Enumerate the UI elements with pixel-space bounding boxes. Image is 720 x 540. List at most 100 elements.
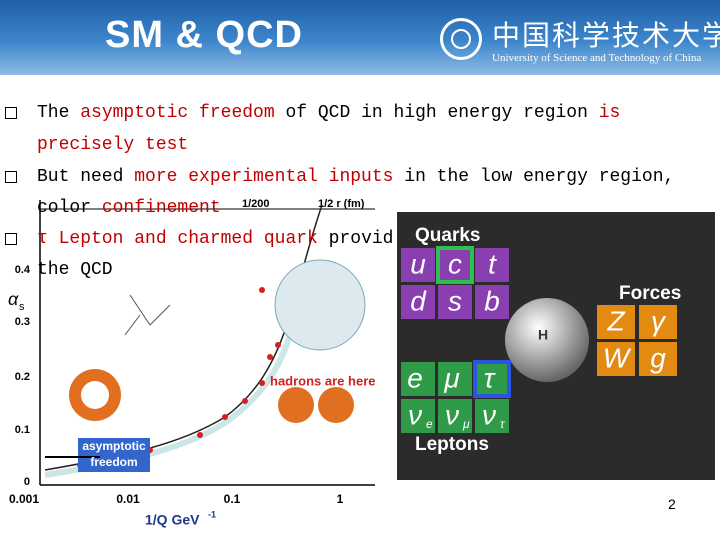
quark-tile [475, 285, 509, 319]
shape [197, 432, 203, 438]
force-symbol: Z [606, 305, 625, 336]
quark-tile [436, 246, 474, 284]
group-title: Forces [619, 283, 681, 304]
page-number: 2 [668, 496, 676, 512]
quark-symbol: c [448, 248, 462, 279]
group-title: Leptons [415, 434, 489, 455]
text-run: color [37, 198, 102, 218]
lepton-tile [473, 360, 511, 398]
header-band: SM & QCD 中国科学技术大学 University of Science … [0, 0, 720, 75]
annotation: asymptotic [82, 439, 146, 453]
x-tick-label: 1 [337, 492, 344, 506]
lepton-subscript: μ [462, 417, 470, 431]
y-tick-label: 0 [24, 476, 30, 488]
annotation-box [78, 438, 150, 472]
lepton-subscript: τ [500, 417, 506, 431]
lepton-tile [438, 399, 472, 433]
slide-title: SM & QCD [105, 14, 303, 56]
text-run: of QCD in high energy region [274, 103, 599, 123]
text-run: τ Lepton and charmed quark [37, 229, 318, 249]
text-run: is [598, 103, 621, 123]
bullet-line: The asymptotic freedom of QCD in high en… [37, 102, 620, 124]
bullet-line: precisely test [37, 134, 188, 156]
quark-symbol: d [410, 285, 427, 316]
lepton-tile [401, 399, 435, 433]
lepton-symbol: μ [443, 362, 459, 393]
force-symbol: g [650, 342, 666, 373]
y-tick-label: 0.3 [15, 316, 30, 328]
annotation: hadrons are here [270, 373, 376, 388]
bullet-line: color confinement [37, 197, 221, 219]
meson-icon [278, 387, 314, 423]
quark-symbol: u [410, 248, 426, 279]
shape [222, 414, 228, 420]
top-axis-label: 1/200 [242, 198, 270, 210]
bullet-line: But need more experimental inputs in the… [37, 166, 674, 188]
logo-chinese: 中国科学技术大学 [492, 19, 720, 52]
higgs-sphere [505, 298, 589, 382]
diagram [124, 294, 171, 336]
logo-english: University of Science and Technology of … [492, 52, 702, 64]
quark-symbol: b [484, 285, 500, 316]
meson-icon [318, 387, 354, 423]
force-tile [639, 305, 677, 339]
group-title: Quarks [415, 225, 480, 246]
lepton-symbol: ν [445, 399, 459, 430]
shape [259, 287, 265, 293]
bullet-line: τ Lepton and charmed quark provid [37, 228, 393, 250]
alpha-s-figure: α s 0.4 0.3 0.2 0.1 0 0.001 0.01 0.1 1 1/Q GeV -1 1/2… [8, 198, 376, 528]
quark-symbol: s [448, 285, 462, 316]
text-run: confinement [101, 198, 221, 218]
y-axis-label: α [8, 289, 19, 309]
quark-tile [438, 285, 472, 319]
force-tile [597, 342, 635, 376]
lepton-tile [401, 362, 435, 396]
y-tick-label: 0.4 [15, 264, 31, 276]
annotation: freedom [90, 455, 137, 469]
x-axis-label-sup: -1 [208, 509, 216, 519]
bullet-line: the QCD [37, 259, 113, 281]
text-run: asymptotic freedom [80, 103, 275, 123]
x-tick-label: 0.01 [116, 492, 140, 506]
bullet-marker [5, 171, 17, 183]
shape [242, 398, 248, 404]
text-run: the QCD [37, 260, 113, 280]
x-tick-label: 0.001 [9, 492, 39, 506]
text-run: The [37, 103, 81, 123]
x-tick-label: 0.1 [224, 492, 241, 506]
text-run: in the low energy region, [393, 167, 675, 187]
lepton-tile [438, 362, 472, 396]
quark-symbol: t [488, 248, 497, 279]
shape [267, 354, 273, 360]
quark-tile [401, 285, 435, 319]
force-tile [639, 342, 677, 376]
alpha-texts: α s 0.4 0.3 0.2 0.1 0 0.001 0.01 0.1 1 1/Q GeV -1 1/2… [8, 198, 376, 528]
y-tick-label: 0.2 [15, 371, 30, 383]
logo-emblem [440, 18, 482, 60]
lepton-symbol: ν [408, 399, 422, 430]
text-run: provid [317, 229, 394, 249]
lepton-tile [475, 399, 509, 433]
quark-tile [475, 248, 509, 282]
text-run: precisely test [37, 135, 189, 155]
force-symbol: γ [651, 305, 667, 336]
quark-tile [401, 248, 435, 282]
higgs-label: H [538, 327, 548, 343]
hadron-sketch [274, 259, 366, 351]
force-symbol: W [603, 342, 632, 373]
shape [259, 380, 265, 386]
bullet-marker [5, 233, 17, 245]
shape [275, 342, 281, 348]
y-tick-label: 0.1 [15, 424, 30, 436]
x-axis-label: 1/Q GeV [145, 512, 200, 528]
text-run: But need [37, 167, 135, 187]
text-run: more experimental inputs [134, 167, 394, 187]
y-axis-label-sub: s [19, 301, 25, 313]
bullet-marker [5, 107, 17, 119]
lepton-symbol: e [407, 362, 423, 393]
lepton-symbol: τ [484, 362, 496, 393]
